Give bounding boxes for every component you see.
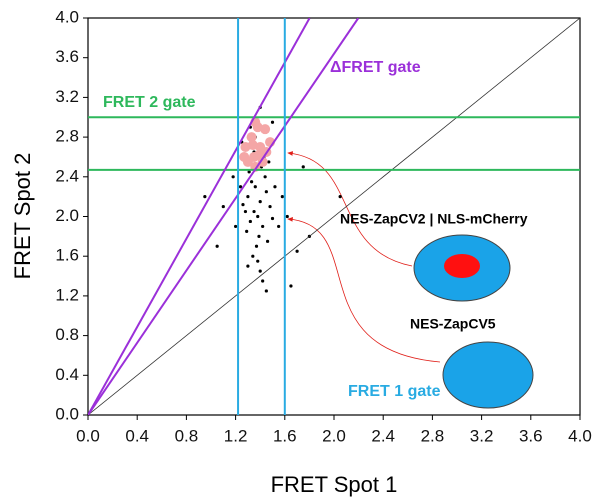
cell-icons: [287, 151, 534, 409]
point: [221, 204, 225, 209]
point: [260, 124, 271, 135]
point: [203, 195, 207, 199]
y-tick-label: 2.4: [55, 166, 79, 185]
annotation: NES-ZapCV2 | NLS-mCherry: [340, 211, 528, 227]
point: [263, 175, 267, 179]
annotation: NES-ZapCV5: [410, 316, 496, 332]
point: [277, 224, 281, 229]
y-tick-label: 4.0: [55, 7, 79, 26]
y-tick-label: 1.6: [55, 246, 79, 265]
y-tick-label: 2.0: [55, 206, 79, 225]
point: [249, 180, 254, 184]
point: [248, 219, 252, 224]
point: [246, 264, 250, 268]
y-tick-label: 2.8: [55, 127, 79, 146]
point: [270, 120, 275, 124]
gate-label: FRET 2 gate: [103, 94, 196, 111]
reference-line: [88, 18, 580, 415]
point: [253, 185, 257, 189]
point: [241, 202, 245, 207]
y-axis-label: FRET Spot 2: [10, 153, 35, 280]
point: [246, 132, 257, 143]
point: [239, 151, 250, 162]
x-tick-label: 0.8: [175, 426, 199, 445]
point: [253, 149, 264, 160]
point: [247, 170, 251, 174]
point: [247, 140, 258, 151]
point: [245, 229, 249, 233]
y-tick-label: 1.2: [55, 285, 79, 304]
point: [258, 269, 262, 273]
x-axis-label: FRET Spot 1: [271, 472, 398, 497]
x-tick-label: 0.4: [125, 426, 149, 445]
plot-area: [88, 18, 580, 415]
point: [280, 195, 284, 199]
x-tick-label: 2.8: [421, 426, 445, 445]
point: [265, 239, 270, 243]
point: [264, 289, 268, 293]
point: [261, 279, 265, 283]
gate-line: [88, 18, 311, 415]
point: [238, 185, 243, 189]
y-tick-label: 3.2: [55, 87, 79, 106]
point: [251, 254, 255, 258]
point: [268, 204, 272, 209]
point: [338, 195, 342, 199]
point: [257, 234, 261, 238]
point: [301, 165, 305, 169]
gate-label: ΔFRET gate: [330, 59, 421, 76]
x-tick-label: 2.4: [371, 426, 395, 445]
point: [270, 216, 275, 221]
point: [295, 249, 299, 253]
point: [234, 224, 238, 229]
point: [215, 244, 219, 248]
x-tick-label: 0.0: [76, 426, 100, 445]
gate-label: FRET 1 gate: [348, 383, 441, 400]
y-tick-label: 0.0: [55, 404, 79, 423]
x-tick-label: 3.2: [470, 426, 494, 445]
point: [252, 209, 256, 214]
y-tick-label: 3.6: [55, 47, 79, 66]
point: [285, 214, 289, 219]
point: [267, 160, 271, 164]
point: [243, 209, 248, 214]
point: [246, 195, 250, 199]
x-tick-label: 1.2: [224, 426, 248, 445]
x-tick-label: 3.6: [519, 426, 543, 445]
point: [273, 185, 277, 189]
nucleus-icon: [444, 254, 480, 278]
cell-icon: [442, 341, 534, 409]
y-tick-label: 0.8: [55, 325, 79, 344]
point: [256, 214, 260, 219]
point: [289, 284, 293, 288]
x-tick-label: 2.0: [322, 426, 346, 445]
point: [264, 190, 268, 194]
point: [261, 224, 265, 229]
x-tick-label: 1.6: [273, 426, 297, 445]
point: [256, 259, 260, 263]
point: [231, 175, 235, 179]
y-tick-label: 0.4: [55, 365, 79, 384]
arrow: [287, 216, 441, 363]
point: [254, 244, 259, 248]
x-tick-label: 4.0: [568, 426, 592, 445]
point: [258, 200, 262, 204]
gate-line: [88, 18, 360, 415]
